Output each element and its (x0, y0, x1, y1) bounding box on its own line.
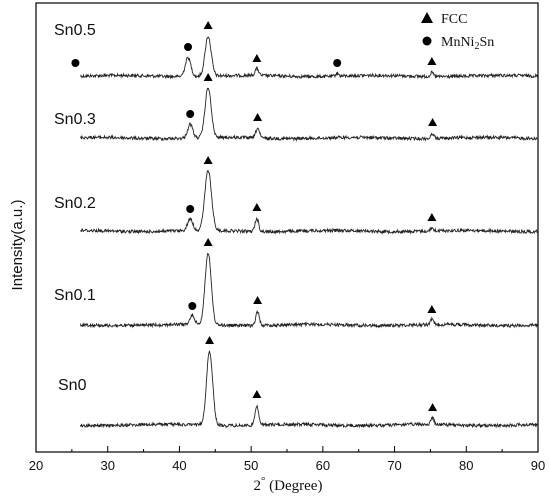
fcc-peak-marker (203, 238, 213, 246)
axes: 20 30 40 50 60 70 80 90 (29, 2, 545, 473)
x-axis-label-prefix: 2 (254, 478, 262, 494)
legend-mnni2sn-sub: 2 (474, 41, 479, 52)
series-line-sn0-5 (80, 36, 539, 80)
x-axis-label: 2° (Degree) (254, 475, 323, 494)
mnni2sn-peak-marker (188, 302, 197, 310)
legend-fcc-label: FCC (441, 12, 467, 27)
series-line-sn0-1 (80, 253, 539, 329)
fcc-peak-marker (252, 390, 262, 398)
series-group: Sn0.5 Sn0.3 Sn0.2 Sn0.1 Sn0 (54, 22, 539, 429)
legend-fcc-marker (421, 12, 433, 23)
fcc-peak-marker (203, 21, 213, 29)
mnni2sn-peak-marker (71, 59, 80, 67)
x-tick-label: 60 (316, 458, 330, 473)
x-axis-label-suffix: (Degree) (265, 478, 322, 494)
fcc-peak-marker (252, 203, 262, 211)
mnni2sn-peak-marker (333, 59, 342, 67)
x-tick-label: 70 (387, 458, 401, 473)
series-label: Sn0.3 (54, 111, 96, 128)
series-label: Sn0.5 (54, 22, 96, 39)
fcc-peak-marker (203, 73, 213, 81)
series-label: Sn0 (58, 377, 87, 394)
fcc-peak-marker (253, 113, 263, 121)
fcc-peak-marker (427, 305, 437, 313)
legend-mnni2sn-tail: Sn (479, 35, 494, 50)
legend-mnni2sn-main: MnNi (441, 35, 475, 50)
mnni2sn-peak-marker (184, 43, 193, 51)
y-axis-label: Intensity(a.u.) (9, 200, 26, 291)
x-tick-label: 40 (172, 458, 186, 473)
fcc-peak-marker (253, 296, 263, 304)
legend-mnni2sn-label: MnNi2Sn (441, 35, 494, 52)
series-label: Sn0.1 (54, 287, 96, 304)
series-line-sn0 (80, 350, 539, 429)
fcc-peak-marker (205, 336, 215, 344)
mnni2sn-peak-marker (186, 205, 195, 213)
x-axis-label-degree: ° (261, 475, 265, 487)
fcc-peak-marker (427, 57, 437, 65)
x-tick-label: 20 (29, 458, 43, 473)
fcc-peak-marker (427, 213, 437, 221)
x-tick-label: 50 (244, 458, 258, 473)
x-tick-label: 90 (531, 458, 545, 473)
phase-markers (71, 21, 438, 411)
fcc-peak-marker (252, 54, 262, 62)
mnni2sn-peak-marker (186, 110, 195, 118)
legend: FCC MnNi2Sn (421, 12, 494, 52)
legend-mnni2sn-marker (422, 36, 432, 46)
fcc-peak-marker (203, 156, 213, 164)
series-line-sn0-3 (80, 87, 538, 142)
x-tick-label: 80 (459, 458, 473, 473)
fcc-peak-marker (428, 403, 438, 411)
x-tick-label: 30 (100, 458, 114, 473)
plot-frame (35, 2, 539, 453)
series-line-sn0-2 (80, 169, 539, 235)
fcc-peak-marker (428, 118, 438, 126)
series-label: Sn0.2 (54, 195, 96, 212)
